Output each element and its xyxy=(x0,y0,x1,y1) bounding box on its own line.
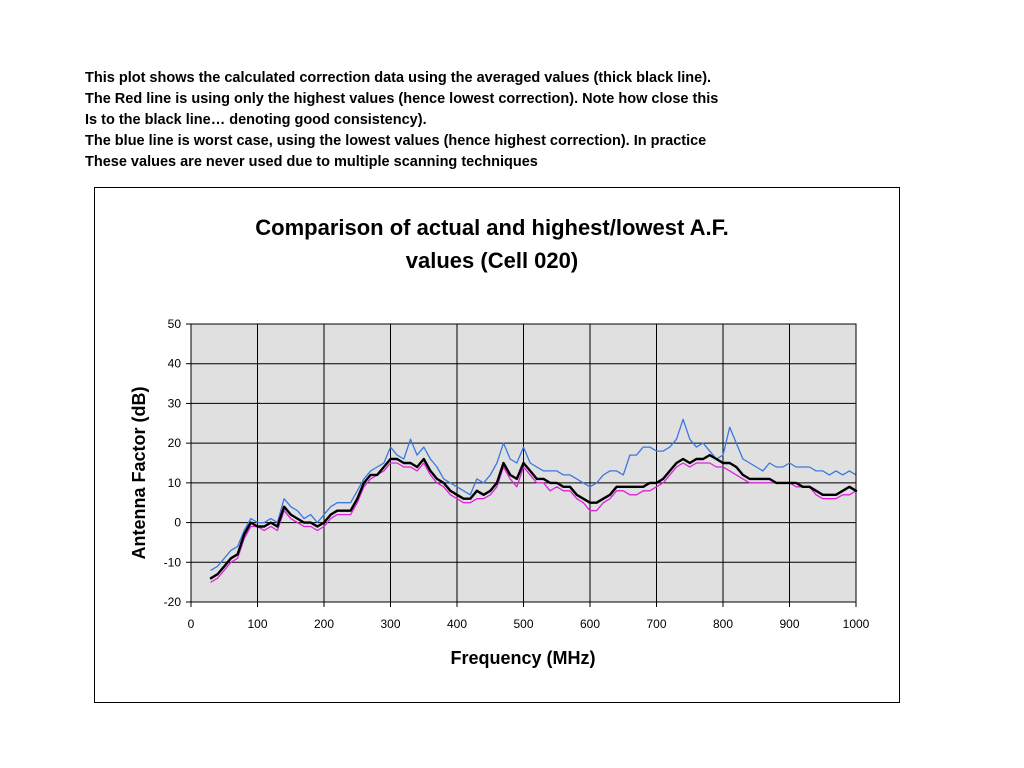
x-tick-label: 100 xyxy=(247,617,267,631)
y-tick-label: 0 xyxy=(174,516,181,530)
x-tick-label: 800 xyxy=(713,617,733,631)
x-tick-label: 300 xyxy=(380,617,400,631)
caption-line: The Red line is using only the highest v… xyxy=(85,91,719,107)
y-tick-label: 20 xyxy=(168,436,182,450)
caption-line: The blue line is worst case, using the l… xyxy=(85,133,707,149)
chart-frame: Comparison of actual and highest/lowest … xyxy=(94,187,900,703)
x-tick-label: 900 xyxy=(779,617,799,631)
y-tick-label: 10 xyxy=(168,476,182,490)
caption-line: This plot shows the calculated correctio… xyxy=(85,70,712,86)
y-tick-label: -10 xyxy=(164,555,182,569)
series-line-2 xyxy=(209,453,858,580)
x-axis-label: Frequency (MHz) xyxy=(450,648,595,668)
chart-canvas: Comparison of actual and highest/lowest … xyxy=(129,215,870,668)
chart-title-line: values (Cell 020) xyxy=(406,248,578,273)
caption-line: Is to the black line… denoting good cons… xyxy=(85,112,427,128)
caption-line: These values are never used due to multi… xyxy=(85,154,538,170)
series-line-0 xyxy=(210,418,857,571)
y-axis-label: Antenna Factor (dB) xyxy=(129,386,149,559)
chart-title-line: Comparison of actual and highest/lowest … xyxy=(255,215,728,240)
axis-ticks: 0 100 200 300 400 500 600 700 800 900 1000 -20 -10 0 1… xyxy=(164,317,870,631)
caption-text: This plot shows the calculated correctio… xyxy=(85,68,985,173)
x-tick-label: 200 xyxy=(314,617,334,631)
x-tick-label: 400 xyxy=(447,617,467,631)
x-tick-label: 700 xyxy=(646,617,666,631)
x-tick-label: 1000 xyxy=(843,617,870,631)
plot-border xyxy=(190,323,857,603)
y-tick-label: 50 xyxy=(168,317,182,331)
y-tick-label: 30 xyxy=(168,396,182,410)
x-tick-label: 500 xyxy=(513,617,533,631)
y-tick-label: -20 xyxy=(164,595,182,609)
series-line-1 xyxy=(210,462,857,583)
x-tick-label: 0 xyxy=(188,617,195,631)
x-tick-label: 600 xyxy=(580,617,600,631)
y-tick-label: 40 xyxy=(168,357,182,371)
series-lines xyxy=(209,418,858,583)
